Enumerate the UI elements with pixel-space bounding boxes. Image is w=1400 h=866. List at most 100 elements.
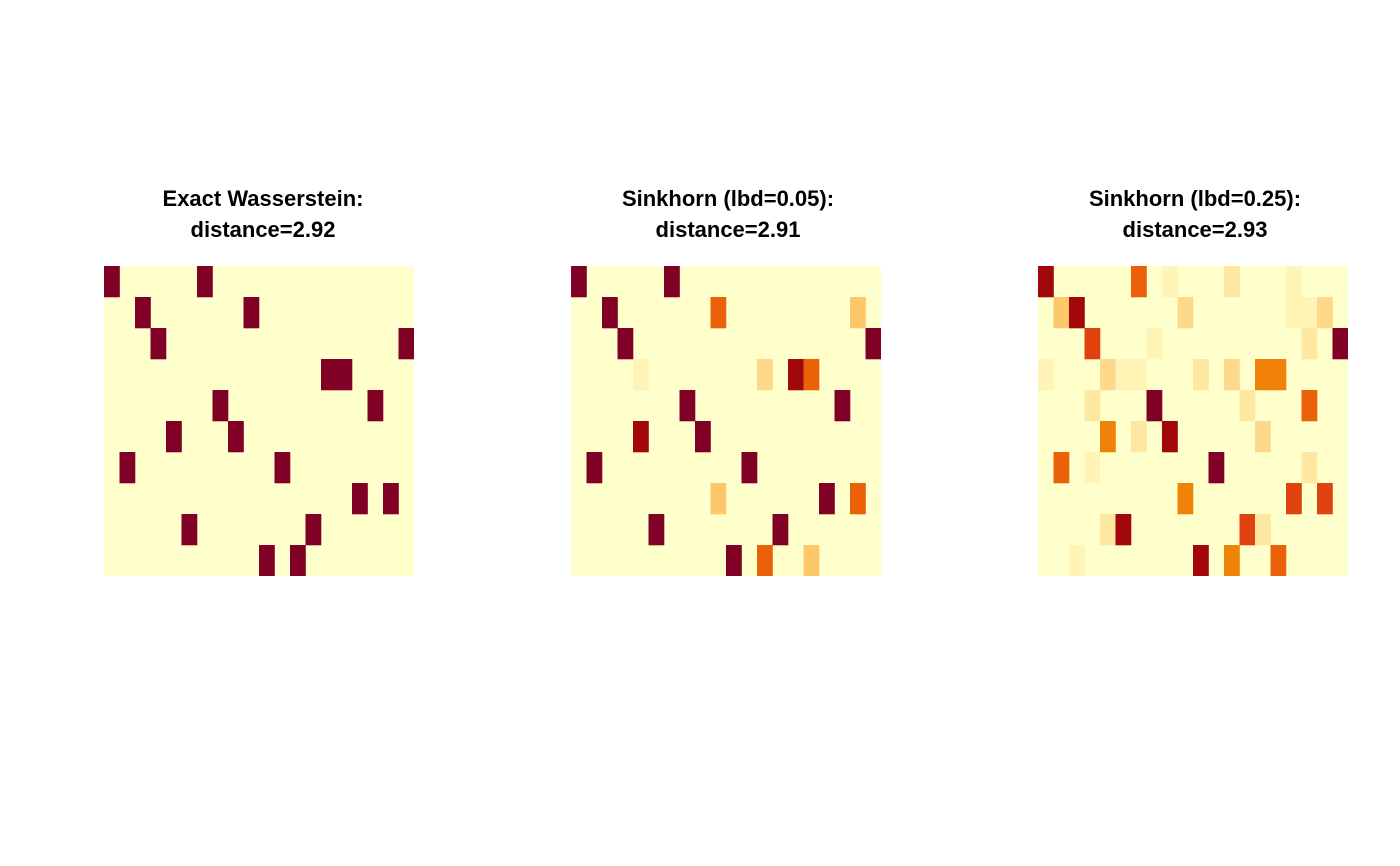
panel-title: Sinkhorn (lbd=0.05): distance=2.91 [563,183,893,245]
heatmap-cell [633,359,649,391]
heatmap-cell [1301,390,1318,422]
heatmap-cell [1301,452,1318,484]
heatmap-cell [104,266,120,298]
heatmap-cell [290,545,306,576]
title-line-2: distance=2.93 [1122,217,1268,242]
heatmap-cell [1239,514,1256,546]
heatmap-cell [305,514,322,546]
heatmap-cell [803,359,820,391]
heatmap-cell [1069,545,1085,576]
heatmap-cell [259,545,275,576]
heatmap-cell [788,359,804,391]
heatmap-cell [633,421,649,453]
heatmap-cell [1053,297,1070,329]
heatmap-cell [243,297,260,329]
heatmap-cell [1177,297,1194,329]
heatmap-cell [586,452,603,484]
heatmap-cell [197,266,213,298]
heatmap-cell [1317,483,1333,515]
heatmap-cell [1115,514,1132,546]
heatmap-cell [1146,390,1163,422]
heatmap-cell [1255,359,1271,391]
heatmap-cell [336,359,353,391]
heatmap-cell [1146,328,1163,360]
title-line-1: Sinkhorn (lbd=0.05): [621,186,835,211]
heatmap-cell [1208,452,1225,484]
panel-title: Exact Wasserstein: distance=2.92 [98,183,428,245]
heatmap-cell [383,483,399,515]
heatmap-cell [1084,328,1101,360]
heatmap-cell [1131,421,1147,453]
heatmap-cell [602,297,618,329]
heatmap-cell [1100,514,1116,546]
heatmap-cell [1084,452,1101,484]
heatmap-cell [741,452,758,484]
heatmap-cell [212,390,229,422]
heatmap-cell [1193,359,1209,391]
panel-title: Sinkhorn (lbd=0.25): distance=2.93 [1030,183,1360,245]
heatmap-cell [1084,390,1101,422]
heatmap-cell [1301,328,1318,360]
heatmap-cell [803,545,820,576]
heatmap-cell [398,328,414,360]
heatmap-cell [1131,266,1147,298]
heatmap-cell [617,328,634,360]
heatmap-cell [1286,297,1302,329]
heatmap-cell [695,421,711,453]
heatmap-cell [1255,421,1271,453]
heatmap-cell [726,545,742,576]
heatmap-cell [1224,359,1240,391]
heatmap-cell [757,545,773,576]
heatmap-cell [679,390,696,422]
heatmap-cell [819,483,835,515]
heatmap-cell [1038,359,1054,391]
heatmap-cell [1286,266,1302,298]
heatmap-cell [1270,545,1287,576]
heatmap-cell [1255,514,1271,546]
heatmap-cell [1286,483,1302,515]
title-line-2: distance=2.92 [190,217,336,242]
heatmap-cell [850,483,866,515]
heatmap-cell [166,421,182,453]
title-line-1: Exact Wasserstein: [162,186,364,211]
heatmap-cell [710,483,727,515]
heatmap-cell [1069,297,1085,329]
heatmap-exact-wasserstein [104,266,414,576]
heatmap-cell [1115,359,1132,391]
heatmap-cell [367,390,384,422]
heatmap-cell [1162,421,1178,453]
heatmap-cell [119,452,136,484]
heatmap-cell [1053,452,1070,484]
heatmap-cell [1038,266,1054,298]
heatmap-cell [834,390,851,422]
heatmap-cell [1100,359,1116,391]
heatmap-cell [1162,266,1178,298]
title-line-1: Sinkhorn (lbd=0.25): [1088,186,1302,211]
heatmap-cell [1301,297,1318,329]
heatmap-cell [228,421,244,453]
heatmap-cell [321,359,337,391]
heatmap-cell [571,266,587,298]
heatmap-cell [181,514,198,546]
heatmap-cell [1177,483,1194,515]
heatmap-cell [1239,390,1256,422]
heatmap-cell [274,452,291,484]
heatmap-sinkhorn-025 [1038,266,1348,576]
heatmap-cell [1224,545,1240,576]
heatmap-cell [1131,359,1147,391]
heatmap-cell [1332,328,1348,360]
heatmap-cell [1317,297,1333,329]
heatmap-cell [1224,266,1240,298]
title-line-2: distance=2.91 [655,217,801,242]
heatmap-cell [772,514,789,546]
heatmap-cell [135,297,151,329]
heatmap-cell [1193,545,1209,576]
heatmap-cell [352,483,368,515]
heatmap-cell [648,514,665,546]
heatmap-cell [757,359,773,391]
heatmap-cell [1270,359,1287,391]
heatmap-cell [664,266,680,298]
heatmap-cell [865,328,881,360]
heatmap-cell [150,328,167,360]
heatmap-cell [1100,421,1116,453]
